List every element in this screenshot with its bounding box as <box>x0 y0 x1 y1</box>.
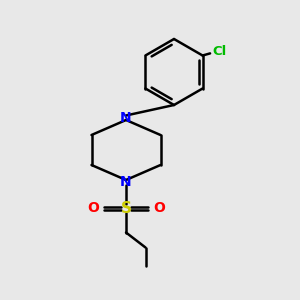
Text: O: O <box>153 202 165 215</box>
Text: N: N <box>120 175 132 188</box>
Text: Cl: Cl <box>212 45 226 58</box>
Text: S: S <box>121 201 131 216</box>
Text: N: N <box>120 112 132 125</box>
Text: O: O <box>87 202 99 215</box>
